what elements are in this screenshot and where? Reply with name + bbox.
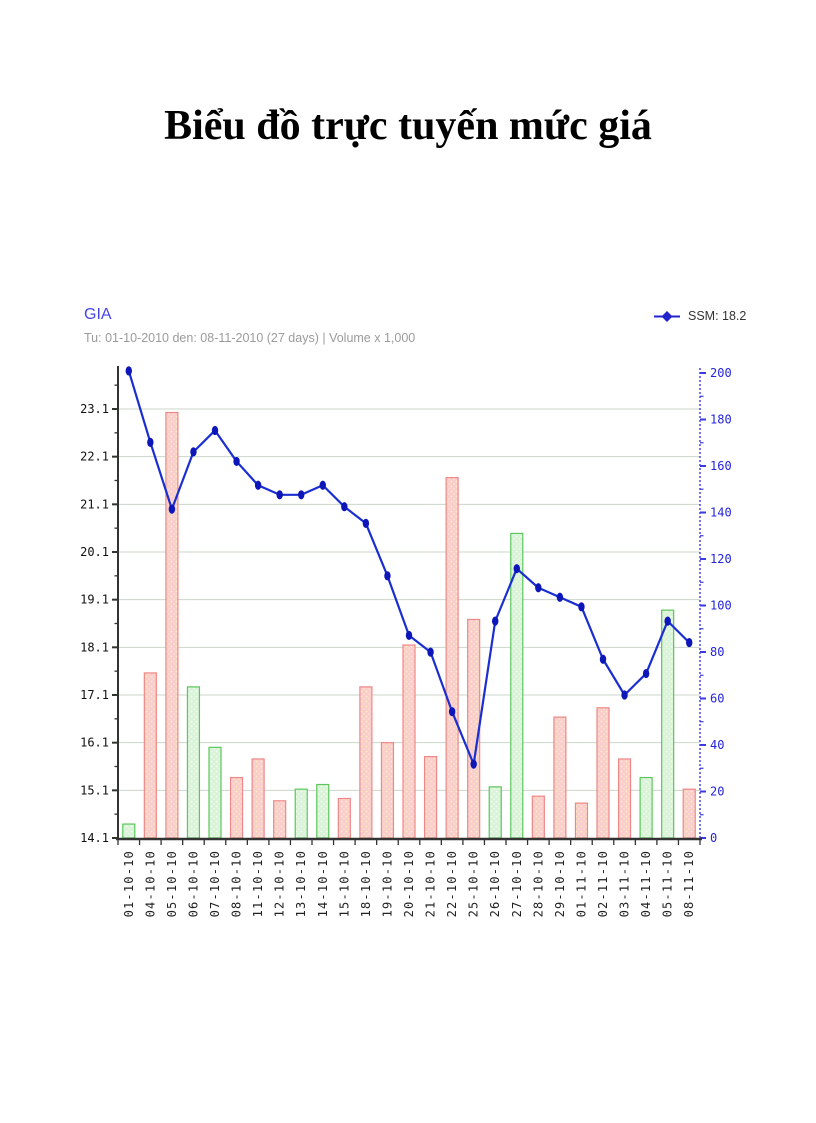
svg-text:21-10-10: 21-10-10 <box>424 850 438 917</box>
svg-text:01-10-10: 01-10-10 <box>122 850 136 917</box>
svg-text:02-11-10: 02-11-10 <box>596 850 610 917</box>
legend-label: SSM: 18.2 <box>688 309 747 323</box>
svg-text:22.1: 22.1 <box>80 450 109 464</box>
svg-text:20: 20 <box>710 785 724 799</box>
svg-text:06-10-10: 06-10-10 <box>186 850 200 917</box>
svg-text:120: 120 <box>710 552 732 566</box>
svg-text:20-10-10: 20-10-10 <box>402 850 416 917</box>
chart-title: GIA <box>84 306 112 323</box>
svg-text:28-10-10: 28-10-10 <box>531 850 545 917</box>
svg-text:04-10-10: 04-10-10 <box>143 850 157 917</box>
svg-text:19-10-10: 19-10-10 <box>380 850 394 917</box>
svg-text:21.1: 21.1 <box>80 497 109 511</box>
svg-text:27-10-10: 27-10-10 <box>510 850 524 917</box>
svg-text:0: 0 <box>710 831 717 845</box>
svg-text:11-10-10: 11-10-10 <box>251 850 265 917</box>
svg-text:03-11-10: 03-11-10 <box>618 850 632 917</box>
svg-text:22-10-10: 22-10-10 <box>445 850 459 917</box>
svg-text:13-10-10: 13-10-10 <box>294 850 308 917</box>
svg-text:29-10-10: 29-10-10 <box>553 850 567 917</box>
svg-text:12-10-10: 12-10-10 <box>273 850 287 917</box>
svg-text:05-11-10: 05-11-10 <box>661 850 675 917</box>
svg-text:140: 140 <box>710 506 732 520</box>
page-title: Biểu đồ trực tuyến mức giá <box>164 103 652 149</box>
svg-text:05-10-10: 05-10-10 <box>165 850 179 917</box>
svg-text:25-10-10: 25-10-10 <box>467 850 481 917</box>
svg-text:14-10-10: 14-10-10 <box>316 850 330 917</box>
svg-text:26-10-10: 26-10-10 <box>488 850 502 917</box>
svg-text:18-10-10: 18-10-10 <box>359 850 373 917</box>
chart-legend: SSM: 18.2 <box>653 309 746 323</box>
svg-text:14.1: 14.1 <box>80 831 109 845</box>
svg-text:23.1: 23.1 <box>80 402 109 416</box>
svg-text:160: 160 <box>710 459 732 473</box>
svg-text:180: 180 <box>710 413 732 427</box>
svg-text:16.1: 16.1 <box>80 736 109 750</box>
svg-text:19.1: 19.1 <box>80 593 109 607</box>
svg-text:100: 100 <box>710 599 732 613</box>
svg-text:17.1: 17.1 <box>80 688 109 702</box>
svg-text:18.1: 18.1 <box>80 640 109 654</box>
svg-text:04-11-10: 04-11-10 <box>639 850 653 917</box>
chart-plot: 0 20 40 60 80 100 120 140 160 180 200 14.1 15.1 16.1 1… <box>80 366 732 917</box>
svg-text:40: 40 <box>710 738 724 752</box>
legend-marker-icon <box>654 310 680 322</box>
chart-subtitle: Tu: 01-10-2010 den: 08-11-2010 (27 days)… <box>84 331 416 345</box>
svg-text:200: 200 <box>710 366 732 380</box>
svg-text:08-10-10: 08-10-10 <box>230 850 244 917</box>
price-chart: GIA Tu: 01-10-2010 den: 08-11-2010 (27 d… <box>80 306 746 917</box>
svg-text:15.1: 15.1 <box>80 783 109 797</box>
svg-text:01-11-10: 01-11-10 <box>574 850 588 917</box>
svg-text:60: 60 <box>710 692 724 706</box>
svg-text:08-11-10: 08-11-10 <box>682 850 696 917</box>
svg-text:15-10-10: 15-10-10 <box>337 850 351 917</box>
svg-text:80: 80 <box>710 645 724 659</box>
svg-text:20.1: 20.1 <box>80 545 109 559</box>
svg-text:07-10-10: 07-10-10 <box>208 850 222 917</box>
